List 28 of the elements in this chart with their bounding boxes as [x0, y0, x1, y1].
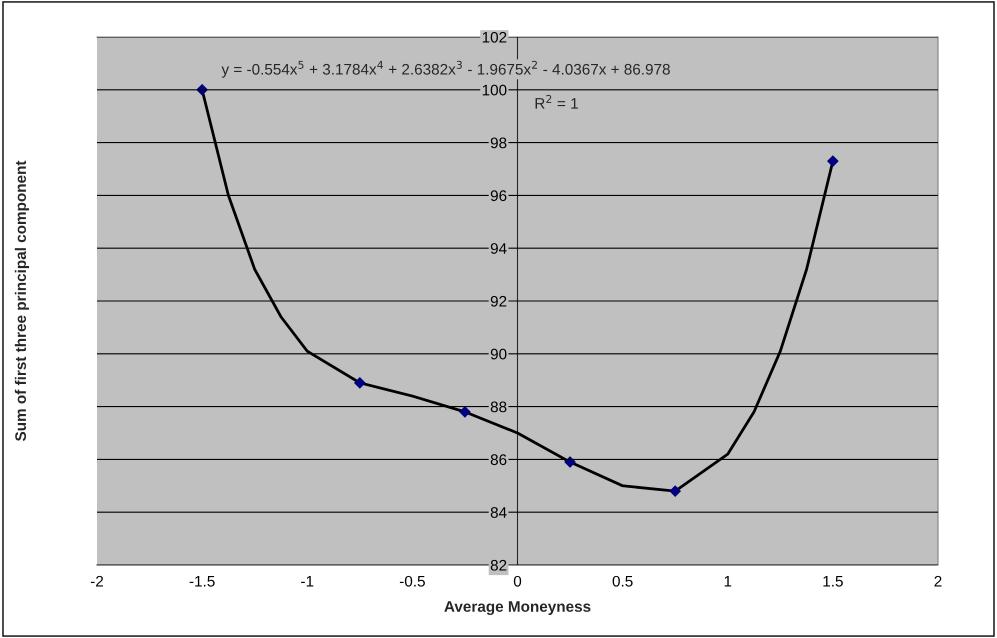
x-axis-title: Average Moneyness	[444, 601, 590, 616]
y-tick-label: 84	[490, 507, 507, 518]
y-tick-label: 100	[482, 84, 506, 96]
point	[459, 406, 471, 418]
x-tick-label: -1.5	[190, 576, 215, 587]
y-tick-label: 94	[490, 243, 507, 254]
x-tick-label: 1.5	[823, 576, 843, 587]
x-tick-label: 1	[724, 576, 732, 586]
point	[827, 155, 839, 167]
y-tick-label: 102	[482, 32, 506, 43]
y-tick-label: 98	[490, 137, 506, 148]
y-tick-label: 96	[490, 190, 506, 202]
y-axis-title: Sum of first three principal component	[14, 160, 30, 442]
y-tick-label: 86	[490, 454, 506, 466]
text: y = -0.554x$^{5}$ + 3.1784x$^{4}$ + 2.6382x$^{3}$ - 1.9675x$^{2}$ - 4.0367x + 86.978	[222, 60, 670, 78]
point	[354, 377, 366, 389]
y-tick-label: 90	[490, 348, 506, 360]
y-tick-label: 82	[490, 560, 506, 571]
y-tick-label: 92	[490, 296, 506, 307]
x-tick-label: -1	[301, 576, 314, 586]
point	[669, 485, 681, 497]
x-tick-label: -0.5	[400, 576, 425, 587]
annotation: R$^{2}$ = 1	[536, 94, 578, 109]
x-tick-label: 0	[514, 576, 522, 587]
y-tick-label: 88	[490, 401, 506, 412]
x-tick-label: 2	[934, 576, 942, 586]
x-tick-label: 0.5	[612, 576, 633, 587]
x-tick-label: -2	[90, 576, 104, 586]
